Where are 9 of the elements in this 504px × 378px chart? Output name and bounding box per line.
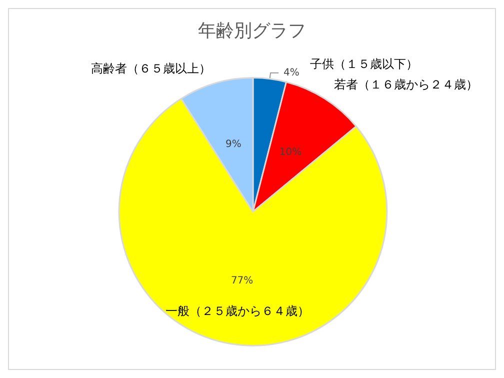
- data-label: 77%: [230, 275, 254, 286]
- data-label: 4%: [284, 67, 300, 78]
- data-label: 10%: [279, 147, 302, 158]
- slice-label: 高齢者（６５歳以上）: [90, 62, 211, 76]
- slice-label: 子供（１５歳以下）: [310, 57, 418, 72]
- slice-label: 一般（２５歳から６４歳）: [165, 304, 310, 318]
- data-label: 9%: [226, 139, 242, 150]
- chart-title: 年齢別グラフ: [198, 20, 306, 42]
- slice-label: 若者（１６歳から２４歳）: [334, 77, 478, 92]
